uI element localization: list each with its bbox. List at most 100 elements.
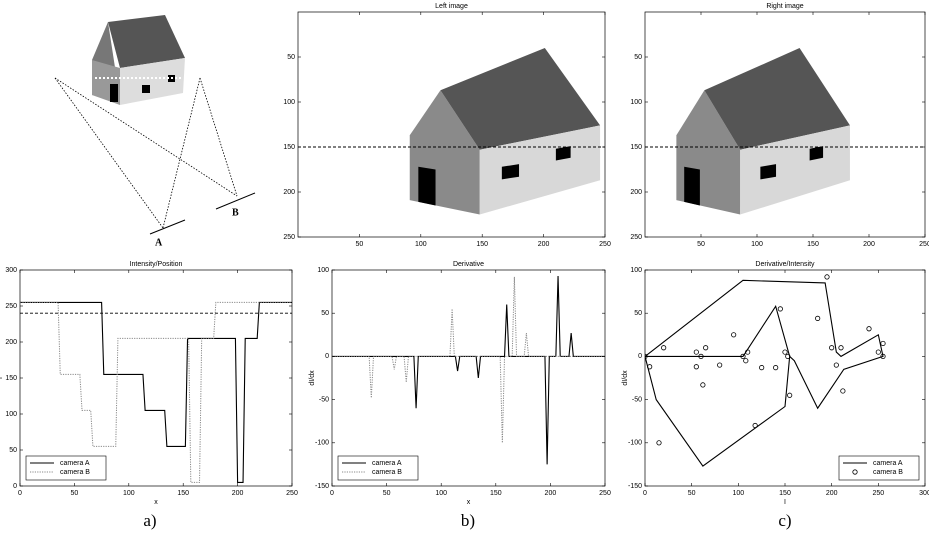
point — [841, 389, 845, 393]
house-door — [418, 167, 435, 206]
plot-area — [676, 48, 850, 215]
x-axis-label: x — [154, 499, 158, 506]
x-tick-label: 150 — [490, 490, 502, 497]
y-axis-label: I — [0, 377, 4, 379]
y-tick-label: 100 — [630, 99, 642, 106]
plot-area — [643, 275, 885, 466]
x-tick-label: 0 — [330, 490, 334, 497]
y-tick-label: 250 — [630, 234, 642, 241]
y-tick-label: 150 — [283, 144, 295, 151]
point — [731, 333, 735, 337]
x-axis-label: x — [467, 499, 471, 506]
y-tick-label: 0 — [13, 483, 17, 490]
point — [661, 346, 665, 350]
legend: camera A camera B — [338, 456, 418, 480]
point — [701, 383, 705, 387]
chart-title: Left image — [435, 3, 468, 10]
x-tick-label: 150 — [177, 490, 189, 497]
axes-frame — [645, 270, 925, 486]
x-tick-label: 100 — [732, 490, 744, 497]
chart-title: Derivative/Intensity — [755, 261, 815, 268]
legend-label: camera B — [873, 469, 903, 476]
y-tick-label: 100 — [5, 411, 17, 418]
y-tick-label: 100 — [317, 267, 329, 274]
chart-title: Derivative — [453, 261, 484, 268]
point — [867, 327, 871, 331]
point — [694, 350, 698, 354]
point — [839, 346, 843, 350]
point — [744, 359, 748, 363]
figure: A B a) b) c) Left image 50 100 150 200 250 50 1… — [0, 0, 929, 540]
x-tick-label: 50 — [383, 490, 391, 497]
x-tick-label: 150 — [476, 241, 488, 248]
line — [20, 302, 292, 482]
panel-label: b) — [461, 511, 475, 530]
panel-label: a) — [143, 511, 156, 530]
x-tick-label: 100 — [751, 241, 763, 248]
y-tick-label: 100 — [630, 267, 642, 274]
chart: Left image5010015020025050100150200250 — [283, 3, 611, 248]
chart: Intensity/PositionxI05010015020025005010… — [0, 261, 298, 506]
x-tick-label: 50 — [697, 241, 705, 248]
point — [773, 365, 777, 369]
chart-title: Intensity/Position — [130, 261, 183, 268]
line — [332, 277, 605, 443]
legend-label: camera B — [372, 469, 402, 476]
y-tick-label: -150 — [628, 483, 642, 490]
point — [783, 350, 787, 354]
point — [881, 341, 885, 345]
y-tick-label: -100 — [315, 440, 329, 447]
y-tick-label: 0 — [325, 353, 329, 360]
legend-label: camera A — [873, 460, 903, 467]
x-tick-label: 100 — [123, 490, 135, 497]
x-tick-label: 150 — [779, 490, 791, 497]
house-door — [684, 167, 700, 206]
point — [657, 441, 661, 445]
x-tick-label: 50 — [688, 490, 696, 497]
y-tick-label: 100 — [283, 99, 295, 106]
x-tick-label: 250 — [599, 241, 611, 248]
y-tick-label: 300 — [5, 267, 17, 274]
y-tick-label: 50 — [9, 447, 17, 454]
x-tick-label: 50 — [356, 241, 364, 248]
x-tick-label: 200 — [826, 490, 838, 497]
y-tick-label: 250 — [5, 303, 17, 310]
x-tick-label: 100 — [415, 241, 427, 248]
point — [778, 307, 782, 311]
y-tick-label: 250 — [283, 234, 295, 241]
x-axis-label: I — [784, 499, 786, 506]
x-tick-label: 250 — [872, 490, 884, 497]
x-tick-label: 200 — [232, 490, 244, 497]
y-tick-label: 50 — [634, 54, 642, 61]
point — [815, 316, 819, 320]
camera-label: A — [155, 237, 163, 248]
y-tick-label: 50 — [321, 310, 329, 317]
x-tick-label: 250 — [599, 490, 611, 497]
y-tick-label: -150 — [315, 483, 329, 490]
point — [703, 346, 707, 350]
x-tick-label: 250 — [919, 241, 929, 248]
y-tick-label: 150 — [630, 144, 642, 151]
y-tick-label: 150 — [5, 375, 17, 382]
y-tick-label: 50 — [634, 310, 642, 317]
house-window — [502, 164, 519, 179]
x-tick-label: 50 — [71, 490, 79, 497]
y-tick-label: -50 — [632, 396, 642, 403]
page: A B a) b) c) Left image 50 100 150 200 250 50 1… — [0, 0, 929, 545]
point — [834, 363, 838, 367]
x-tick-label: 200 — [545, 490, 557, 497]
camera-diagram: A B — [55, 15, 255, 248]
line — [20, 302, 292, 482]
x-tick-label: 100 — [435, 490, 447, 497]
legend-label: camera A — [372, 460, 402, 467]
panel-label: c) — [778, 511, 791, 530]
y-tick-label: 50 — [287, 54, 295, 61]
y-tick-label: -100 — [628, 440, 642, 447]
legend: camera A camera B — [839, 456, 919, 480]
point — [876, 350, 880, 354]
point — [694, 365, 698, 369]
